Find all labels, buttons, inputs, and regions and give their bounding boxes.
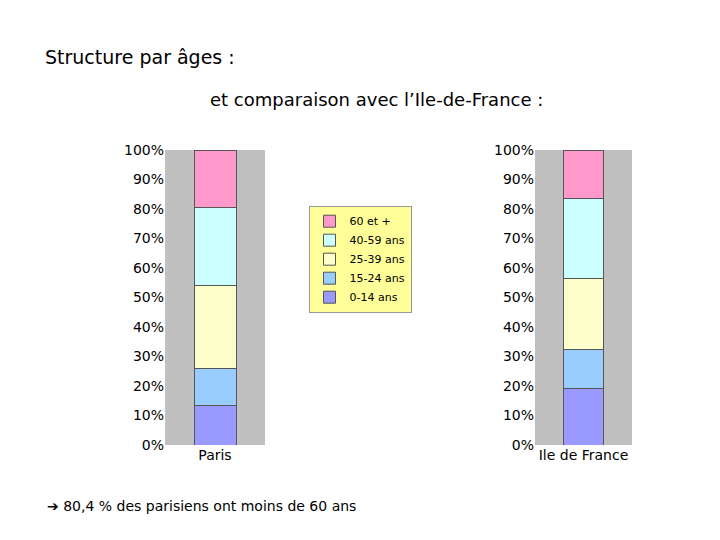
svg-text:10%: 10% [133, 407, 164, 423]
svg-text:30%: 30% [133, 348, 164, 364]
svg-text:60%: 60% [133, 260, 164, 276]
svg-text:50%: 50% [133, 289, 164, 305]
svg-text:40-59 ans: 40-59 ans [350, 234, 405, 247]
svg-text:100%: 100% [494, 142, 534, 158]
svg-text:60 et +: 60 et + [350, 215, 391, 228]
svg-text:0%: 0% [512, 437, 534, 453]
svg-text:25-39 ans: 25-39 ans [350, 253, 405, 266]
svg-text:90%: 90% [133, 171, 164, 187]
svg-text:20%: 20% [503, 378, 534, 394]
svg-text:20%: 20% [133, 378, 164, 394]
svg-text:Ile de France: Ile de France [539, 447, 629, 463]
svg-text:70%: 70% [503, 230, 534, 246]
svg-text:90%: 90% [503, 171, 534, 187]
svg-text:15-24 ans: 15-24 ans [350, 272, 405, 285]
svg-text:70%: 70% [133, 230, 164, 246]
svg-text:80%: 80% [503, 201, 534, 217]
svg-text:40%: 40% [133, 319, 164, 335]
svg-text:30%: 30% [503, 348, 534, 364]
svg-text:40%: 40% [503, 319, 534, 335]
svg-text:0%: 0% [142, 437, 164, 453]
svg-text:10%: 10% [503, 407, 534, 423]
svg-text:➔ 80,4 % des parisiens ont moi: ➔ 80,4 % des parisiens ont moins de 60 a… [47, 498, 356, 514]
svg-text:100%: 100% [124, 142, 164, 158]
svg-text:60%: 60% [503, 260, 534, 276]
svg-text:50%: 50% [503, 289, 534, 305]
svg-text:et comparaison avec l’Ile-de-F: et comparaison avec l’Ile-de-France : [210, 89, 543, 110]
svg-text:Paris: Paris [198, 447, 231, 463]
svg-text:Structure par âges :: Structure par âges : [45, 46, 235, 68]
svg-text:80%: 80% [133, 201, 164, 217]
svg-text:0-14 ans: 0-14 ans [350, 291, 398, 304]
